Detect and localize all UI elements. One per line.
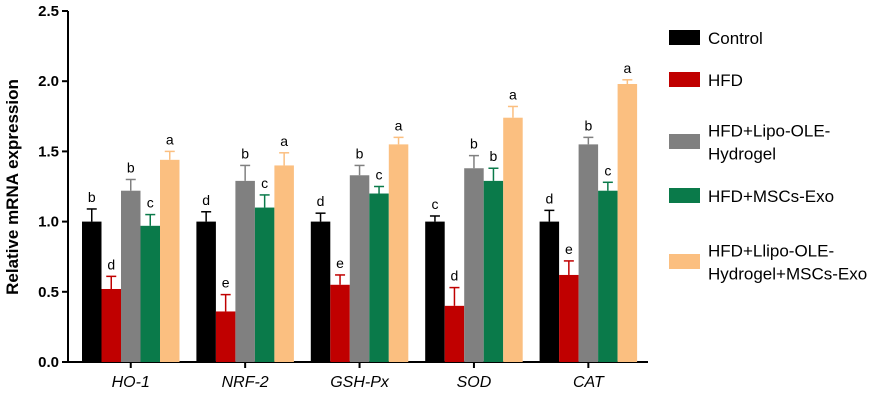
legend-swatch [669, 188, 700, 203]
bar [425, 221, 445, 362]
legend-swatch [669, 134, 700, 149]
significance-letter: a [509, 86, 517, 102]
bar [483, 180, 504, 362]
significance-letter: b [490, 148, 498, 164]
legend-swatch [669, 30, 700, 45]
legend-label: HFD+MSCs-Exo [708, 187, 834, 206]
significance-letter: d [545, 190, 553, 206]
bar [617, 84, 638, 363]
significance-letter: d [451, 268, 459, 284]
significance-letter: c [431, 196, 438, 212]
x-tick-label: GSH-Px [330, 374, 390, 391]
y-axis-label: Relative mRNA expression [3, 79, 22, 295]
bar [388, 144, 409, 362]
significance-letter: c [147, 195, 154, 211]
y-tick-label: 1.0 [38, 214, 59, 231]
significance-letter: b [470, 136, 478, 152]
significance-letter: b [356, 145, 364, 161]
bar [503, 117, 523, 362]
significance-letter: a [280, 133, 288, 149]
significance-letter: e [222, 275, 230, 291]
bar [559, 274, 579, 362]
bar [444, 305, 465, 362]
significance-letter: c [376, 167, 383, 183]
y-tick-label: 2.0 [38, 73, 59, 90]
significance-letter: e [565, 241, 573, 257]
bar [464, 168, 484, 362]
bar [274, 165, 294, 362]
bar [140, 225, 160, 362]
significance-letter: d [107, 256, 115, 272]
bar [349, 175, 370, 362]
x-tick-label: SOD [457, 374, 492, 391]
y-tick-label: 0.5 [38, 284, 59, 301]
legend: Control HFD HFD+Lipo-OLE- Hydrogel HFD+MSCs-… [669, 29, 867, 284]
bar [235, 180, 255, 362]
significance-letter: d [317, 193, 325, 209]
significance-letter: b [584, 117, 592, 133]
significance-letter: c [604, 162, 611, 178]
x-tick-label: HO-1 [112, 374, 150, 391]
significance-letter: b [88, 189, 96, 205]
bar [215, 311, 236, 362]
bar [101, 288, 121, 362]
legend-label: Hydrogel [708, 145, 776, 164]
bar [160, 159, 180, 362]
bar [539, 221, 560, 362]
significance-letter: a [166, 131, 174, 147]
significance-letter: b [241, 145, 249, 161]
bar [254, 207, 275, 362]
x-tick-label: NRF-2 [222, 374, 269, 391]
significance-letter: a [395, 117, 403, 133]
legend-label: HFD [708, 71, 743, 90]
significance-letter: c [261, 175, 268, 191]
axes: 0.0 0.5 1.0 1.5 2.0 2.5 HO-1 NRF-2 GSH-Px SOD CAT [38, 3, 648, 391]
significance-letter: b [127, 159, 135, 175]
bar [82, 221, 102, 362]
y-tick-label: 0.0 [38, 354, 59, 371]
significance-letter: a [623, 60, 631, 76]
legend-label: Hydrogel+MSCs-Exo [708, 265, 867, 284]
significance-letter: d [202, 192, 210, 208]
y-tick-label: 2.5 [38, 3, 59, 20]
bar [196, 221, 216, 362]
bar [598, 190, 618, 362]
bar [310, 221, 331, 362]
legend-swatch [669, 72, 700, 87]
legend-swatch [669, 254, 700, 269]
legend-label: Control [708, 29, 763, 48]
x-tick-label: CAT [573, 374, 605, 391]
bar [578, 144, 599, 362]
bar [369, 193, 389, 362]
legend-label: HFD+Llipo-OLE- [708, 242, 834, 261]
y-tick-label: 1.5 [38, 143, 59, 160]
bar [330, 284, 350, 362]
legend-label: HFD+Lipo-OLE- [708, 122, 830, 141]
bar [121, 190, 141, 362]
significance-letter: e [336, 255, 344, 271]
